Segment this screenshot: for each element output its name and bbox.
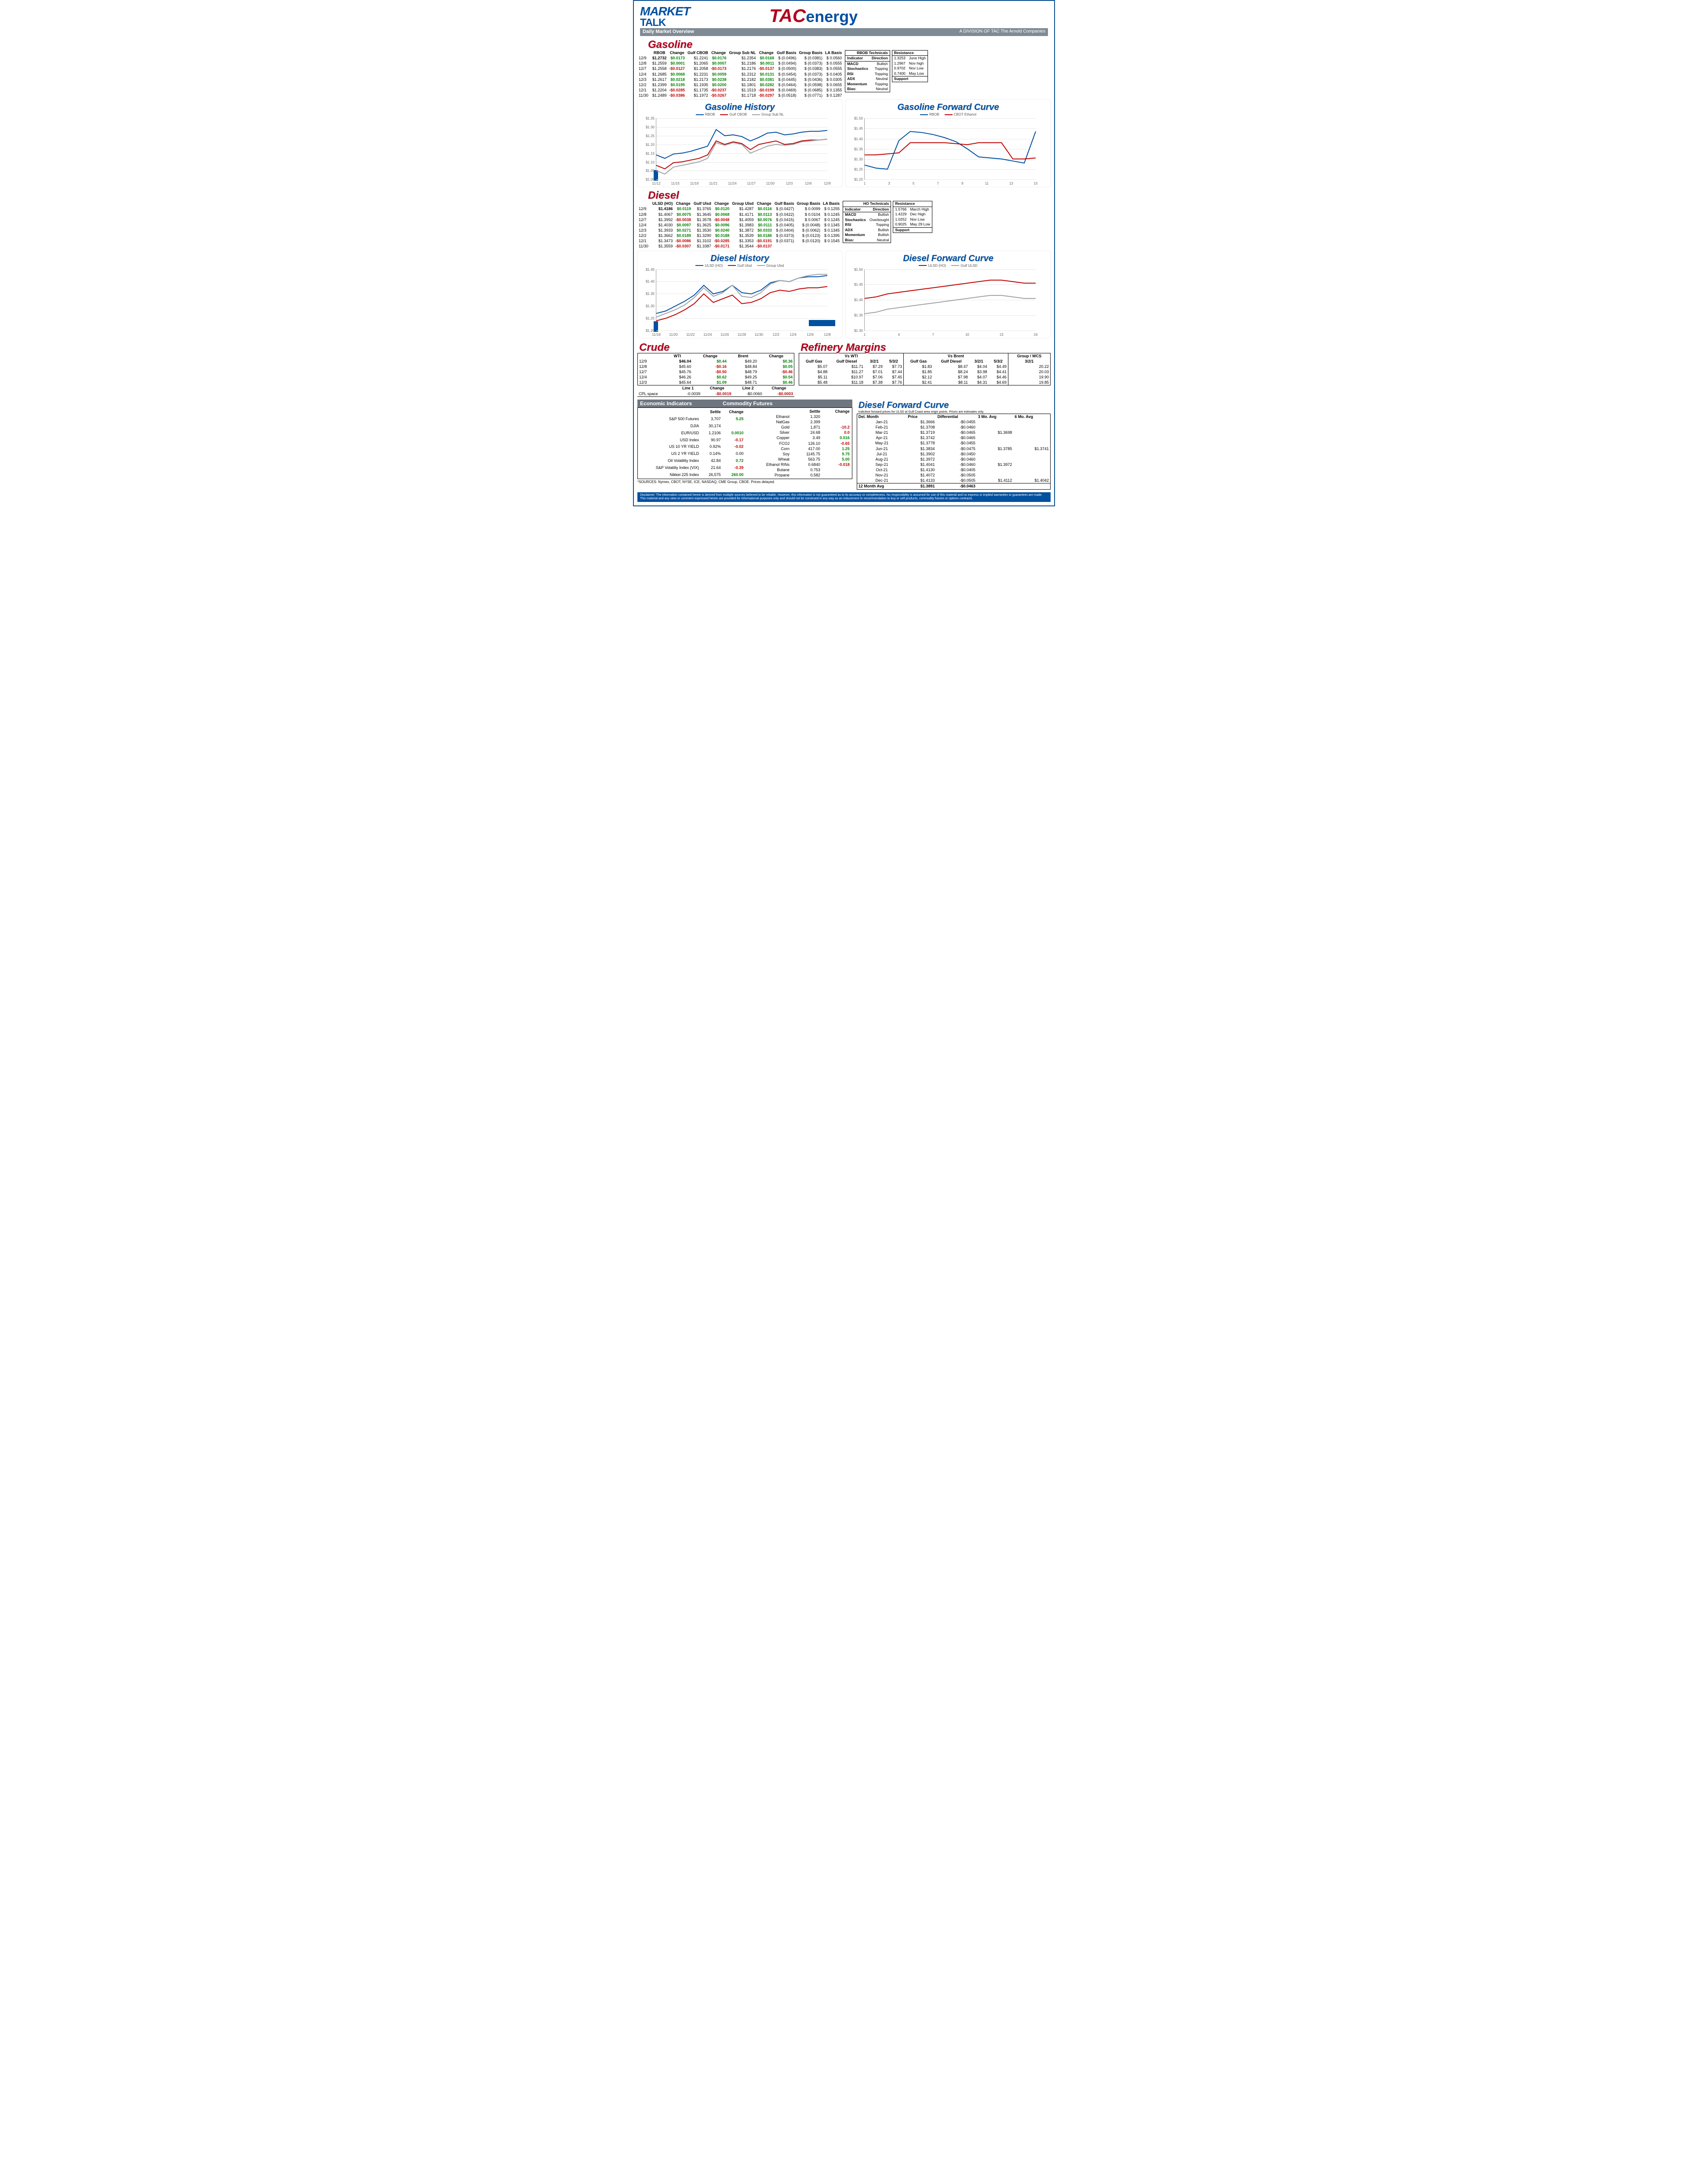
market-talk-logo: MARKET TALK: [640, 4, 690, 27]
ho-technicals: HO Technicals IndicatorDirectionMACDBull…: [843, 201, 891, 243]
gas-fwd-title: Gasoline Forward Curve: [848, 102, 1048, 113]
rbob-technicals: RBOB Technicals IndicatorDirectionMACDBu…: [845, 50, 890, 92]
support-label: Support: [892, 76, 928, 82]
diesel-resistance-label: Resistance: [893, 201, 932, 207]
commodity-futures: SettleChangeEthanol1.320NatGas2.399Gold1…: [745, 409, 851, 478]
header: MARKET TALK TACenergy Daily Market Overv…: [637, 3, 1051, 38]
gas-fwd-legend: RBOBCBOT Ethanol: [848, 113, 1048, 116]
econ-header: Economic IndicatorsCommodity Futures: [637, 400, 852, 407]
dsl-fwd-title: Diesel Forward Curve: [848, 254, 1048, 264]
dsl-fwd-legend: ULSD (HO)Gulf ULSD: [848, 264, 1048, 268]
disclaimer: Disclaimer: The information contained he…: [637, 492, 1051, 502]
logo-tac: TAC: [769, 5, 806, 26]
diesel-history-chart: Diesel History ULSD (HO)Gulf UlsdGroup U…: [637, 251, 842, 338]
dsl-hist-title: Diesel History: [640, 254, 840, 264]
econ-indicators: SettleChangeS&P 500 Futures3,7075.25DJIA…: [639, 409, 745, 478]
diesel-fwd-chart: Diesel Forward Curve ULSD (HO)Gulf ULSD …: [846, 251, 1051, 338]
gas-hist-title: Gasoline History: [640, 102, 840, 113]
header-sub-left: Daily Market Overview: [643, 29, 694, 34]
gasoline-title: Gasoline: [648, 39, 1051, 51]
header-sub-right: A DIVISION OF TAC The Arnold Companies: [959, 29, 1045, 34]
diesel-table: ULSD (HO)ChangeGulf UlsdChangeGroup Ulsd…: [637, 201, 841, 249]
diesel-fwd-table: Del. MonthPriceDifferential3 Mo. Avg6 Mo…: [857, 414, 1051, 490]
sources-note: *SOURCES: Nymex, CBOT, NYSE, ICE, NASDAQ…: [637, 480, 852, 484]
dsl-hist-legend: ULSD (HO)Gulf UlsdGroup Ulsd: [640, 264, 840, 268]
diesel-support-label: Support: [893, 227, 932, 233]
refinery-table: Vs WTIVs BrentGroup / WCS Gulf GasGulf D…: [799, 353, 1051, 386]
ho-tech-title: HO Technicals: [843, 201, 891, 207]
rbob-resistance: Resistance 1.3253June High1.2967Nov high…: [892, 50, 928, 82]
page: MARKET TALK TACenergy Daily Market Overv…: [633, 0, 1055, 506]
ho-resistance: Resistance 1.5766March High1.4229Dec Hig…: [893, 201, 932, 233]
crude-title: Crude: [639, 342, 794, 354]
tac-energy-logo: TACenergy: [769, 5, 858, 26]
rbob-tech-title: RBOB Technicals: [845, 51, 890, 56]
diesel-title: Diesel: [648, 189, 1051, 202]
logo-talk: TALK: [640, 18, 690, 27]
header-subbar: Daily Market Overview A DIVISION OF TAC …: [640, 28, 1048, 36]
gas-hist-legend: RBOBGulf CBOBGroup Sub NL: [640, 113, 840, 116]
cpl-space: Line 1ChangeLine 2Change CPL space-0.003…: [637, 385, 794, 396]
logo-energy: energy: [806, 7, 858, 25]
crude-table: WTIChangeBrentChange12/9$46.04$0.44$49.2…: [637, 353, 794, 386]
refinery-title: Refinery Margins: [800, 342, 1051, 354]
gasoline-fwd-chart: Gasoline Forward Curve RBOBCBOT Ethanol …: [846, 100, 1051, 187]
gasoline-table: RBOBChangeGulf CBOBChangeGroup Sub NLCha…: [637, 50, 843, 98]
dsl-fwd-tbl-title: Diesel Forward Curve: [859, 400, 1051, 411]
gasoline-history-chart: Gasoline History RBOBGulf CBOBGroup Sub …: [637, 100, 842, 187]
dsl-fwd-note: Indicitive forward prices for ULSD at Gu…: [859, 411, 1051, 414]
resistance-label: Resistance: [892, 51, 928, 56]
